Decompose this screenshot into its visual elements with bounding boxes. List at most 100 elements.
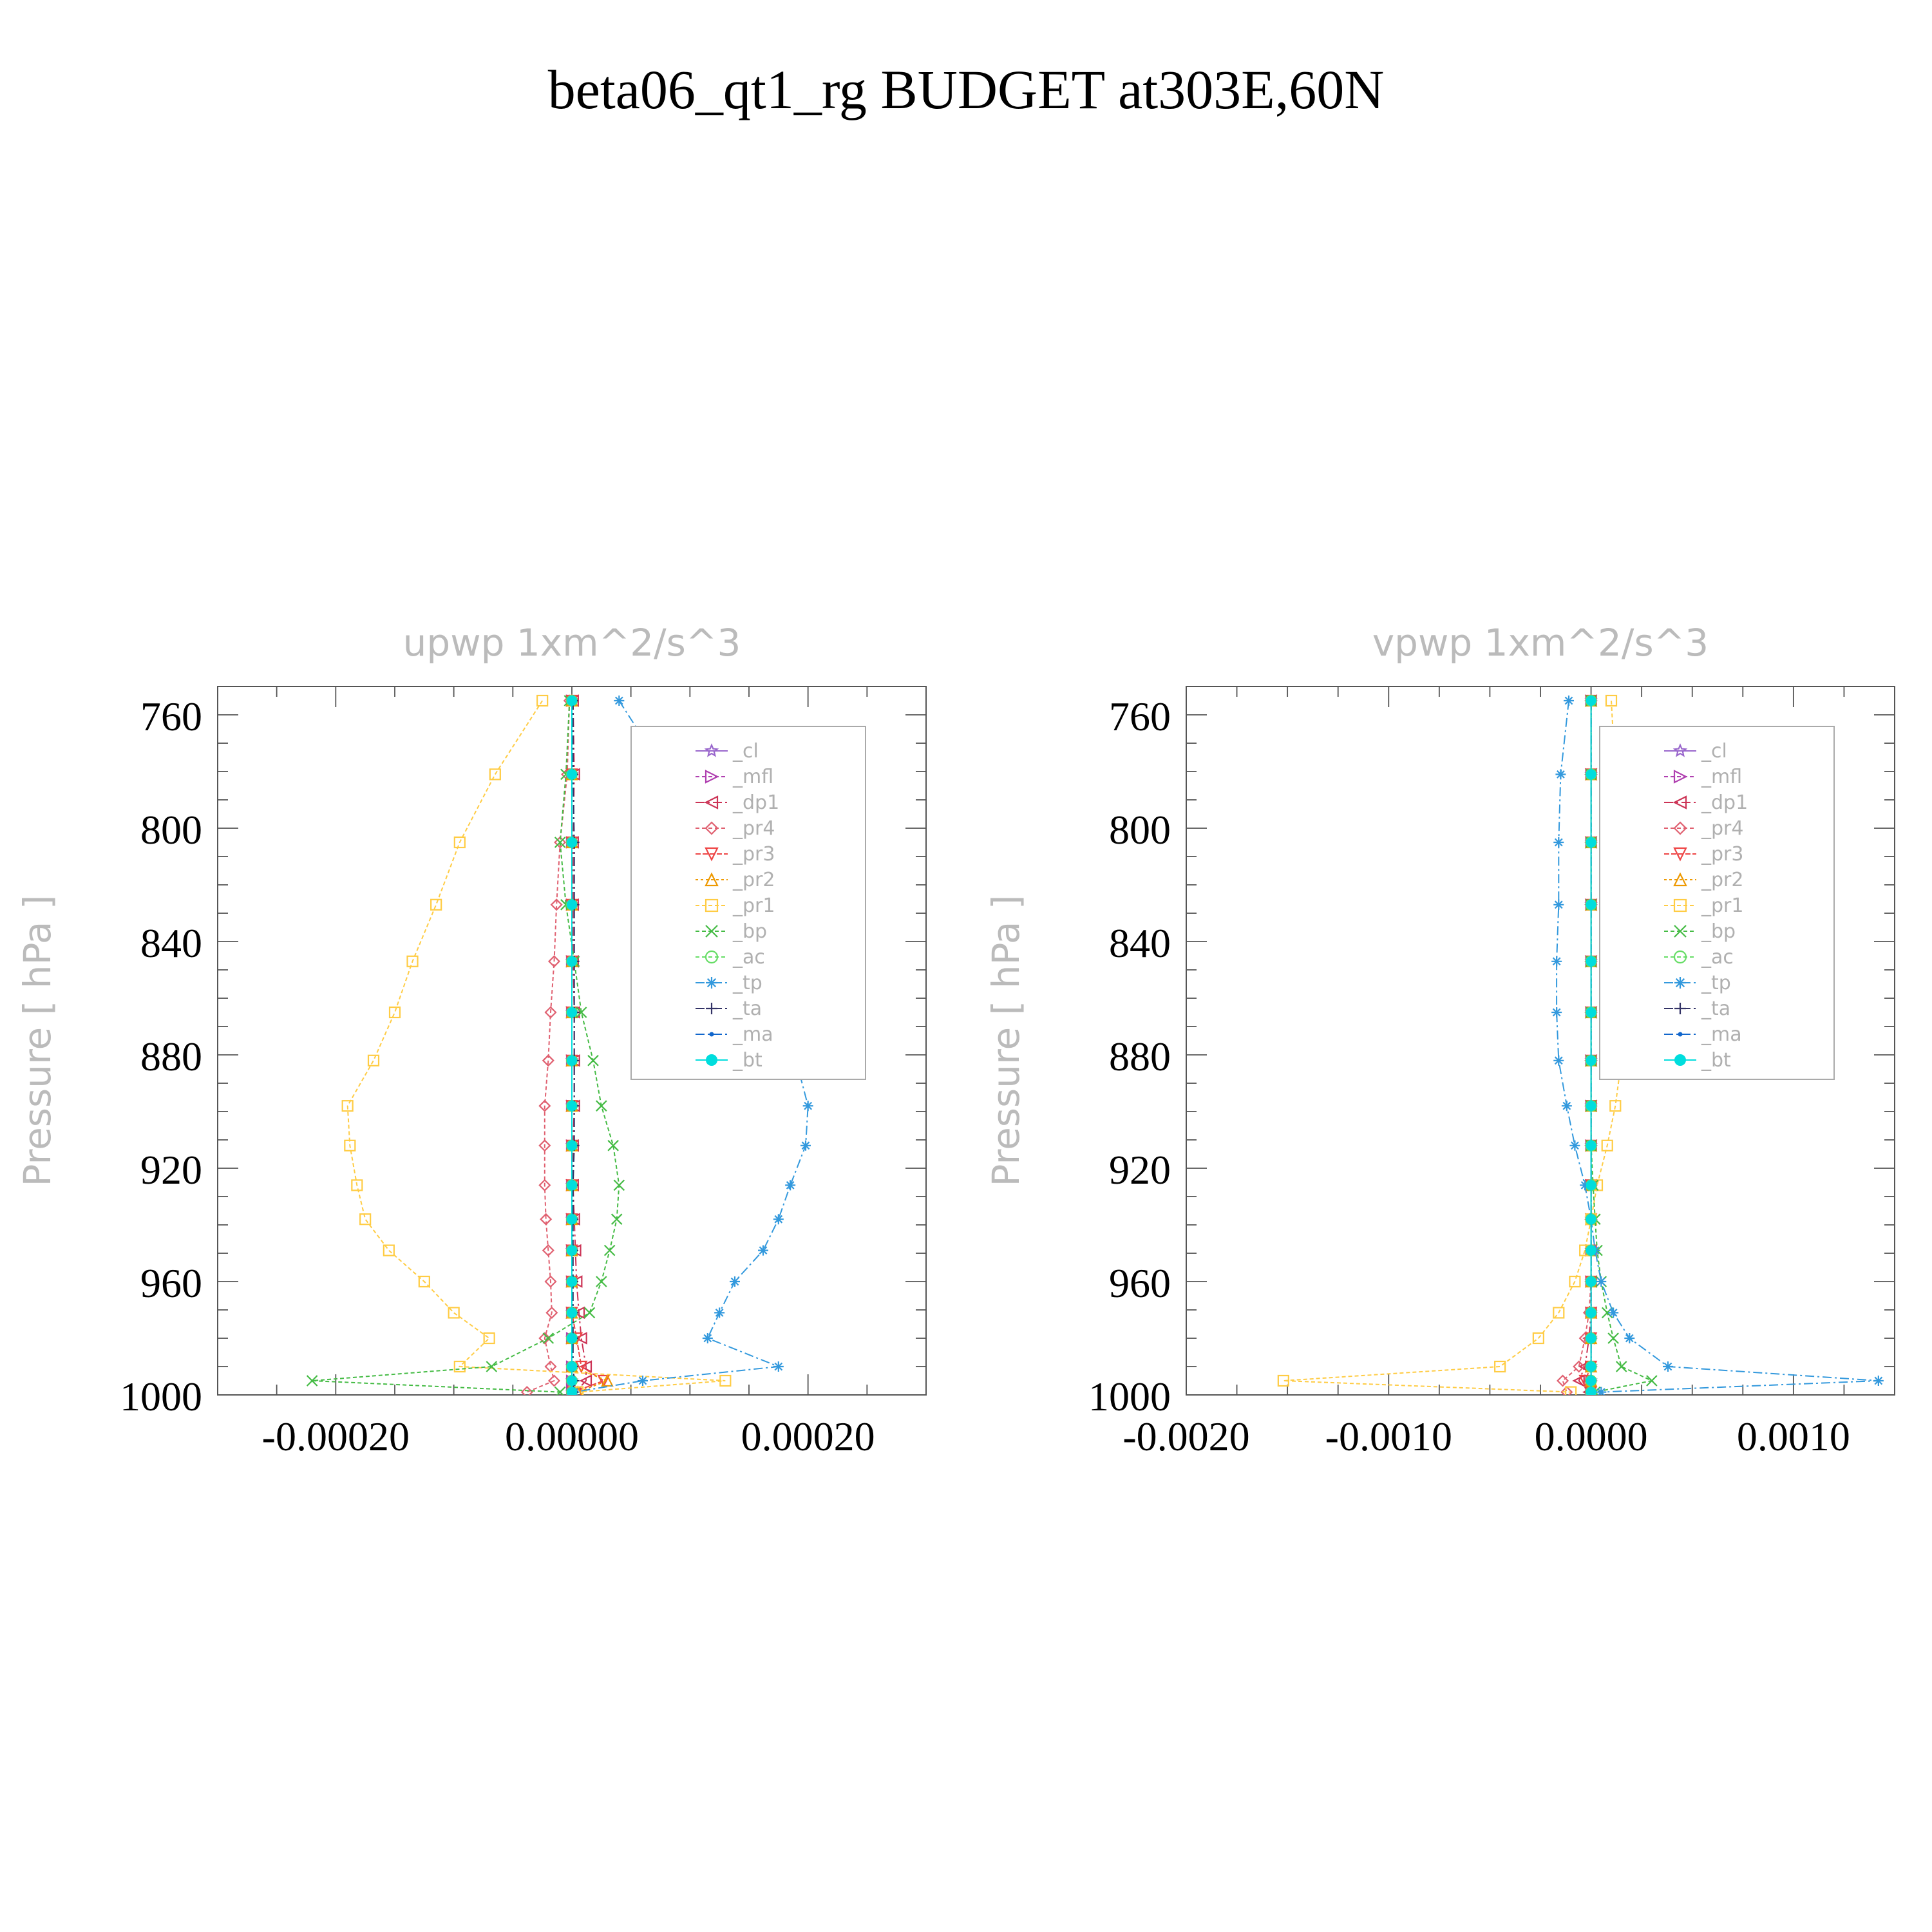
y-tick-label: 840 [140,920,202,966]
data-point [538,1332,551,1345]
y-tick-label: 1000 [1088,1374,1171,1419]
data-point [1608,1307,1619,1318]
legend-box [630,726,866,1080]
x-tick-label: 0.0010 [1737,1414,1850,1459]
data-point [611,1213,623,1225]
data-point [1586,837,1596,848]
x-tick-label: 0.00000 [505,1414,639,1459]
legend-marker [1673,847,1687,862]
data-point [1596,1387,1607,1395]
legend-marker [705,821,719,835]
legend-label: _ta [732,998,762,1020]
data-point [1586,696,1596,706]
data-point [547,1374,561,1387]
legend-entry-pr3: _pr3 [696,843,775,866]
data-point [802,1101,813,1112]
legend-label: _ma [732,1023,773,1046]
data-point [544,1360,557,1373]
data-point [1555,769,1566,780]
legend-label: _pr3 [1701,843,1743,866]
data-point [1553,1055,1564,1066]
data-point [1580,1180,1591,1191]
data-point [1605,694,1618,707]
data-point [1586,1333,1596,1343]
legend-entry-pr2: _pr2 [1664,869,1743,891]
data-point [367,1054,380,1066]
y-tick-label: 960 [140,1260,202,1306]
legend-marker [706,1003,717,1014]
data-point [567,1140,577,1151]
legend-entry-pr1: _pr1 [696,895,775,917]
data-point [383,1244,395,1256]
y-tick-label: 880 [1109,1034,1171,1079]
y-tick-label: 760 [140,694,202,739]
data-point [567,1276,577,1287]
data-point [1586,956,1596,967]
data-point [773,1361,784,1372]
series-pr1 [1277,694,1629,1395]
data-point [1607,1332,1619,1344]
data-point [730,1276,740,1287]
data-point [638,1376,648,1386]
data-point [1560,1386,1573,1395]
y-tick-label: 920 [140,1147,202,1193]
legend-entry-bp: _bp [696,920,767,943]
x-tick-label: 0.00020 [741,1414,875,1459]
legend-label: _pr2 [732,869,775,891]
data-point [406,955,419,967]
data-point [1565,1386,1577,1395]
data-point [1586,1007,1596,1018]
series-bt [567,696,577,1395]
data-point [418,1275,430,1288]
panel-title: upwp 1xm^2/s^3 [403,621,741,665]
series-pr1 [341,694,732,1395]
series-pr4 [1557,694,1598,1395]
data-point [1553,1307,1565,1319]
data-point [758,1245,768,1256]
x-tick-label: 0.0000 [1535,1414,1648,1459]
legend-entry-ma: _ma [1664,1023,1742,1046]
legend-label: _ac [1701,946,1734,969]
series-pr4 [520,694,576,1395]
data-point [567,769,577,780]
data-point [554,836,567,849]
legend-label: _dp1 [732,791,779,814]
y-tick-label: 800 [140,807,202,853]
legend-label: _pr1 [732,895,775,917]
legend-label: _pr4 [1701,817,1743,840]
data-point [575,1007,587,1018]
data-point [544,1275,557,1288]
series-bp [306,695,625,1395]
legend-label: _ac [732,946,765,969]
data-point [1564,696,1574,706]
legend-label: _bt [732,1049,762,1072]
data-point [567,837,577,848]
figure-title: beta06_qt1_rg BUDGET at303E,60N [548,59,1385,120]
data-point [1609,1100,1622,1112]
data-point [1615,1361,1627,1372]
data-point [1586,899,1596,910]
legend-entry-ta: _ta [696,998,762,1020]
series-line [572,700,587,1393]
data-point [567,696,577,706]
data-point [567,1245,577,1256]
data-point [1586,1055,1596,1066]
legend-marker [706,977,717,989]
legend-entry-ma: _ma [696,1023,773,1046]
data-point [554,1386,566,1395]
legend-label: _ma [1701,1023,1742,1046]
legend-marker [1674,925,1687,938]
legend-entry-cl: _cl [696,740,759,762]
series-line [312,700,620,1393]
data-point [545,1306,558,1319]
y-axis-label: Pressure [ hPa ] [15,895,59,1187]
legend-entry-pr4: _pr4 [1664,817,1743,840]
legend-marker [705,847,719,862]
y-tick-label: 1000 [120,1374,202,1419]
y-tick-label: 840 [1109,920,1171,966]
plot-area [1277,694,1884,1395]
series-line [346,700,726,1393]
legend-entry-pr3: _pr3 [1664,843,1743,866]
data-point [1553,837,1564,848]
data-point [1557,1374,1569,1387]
